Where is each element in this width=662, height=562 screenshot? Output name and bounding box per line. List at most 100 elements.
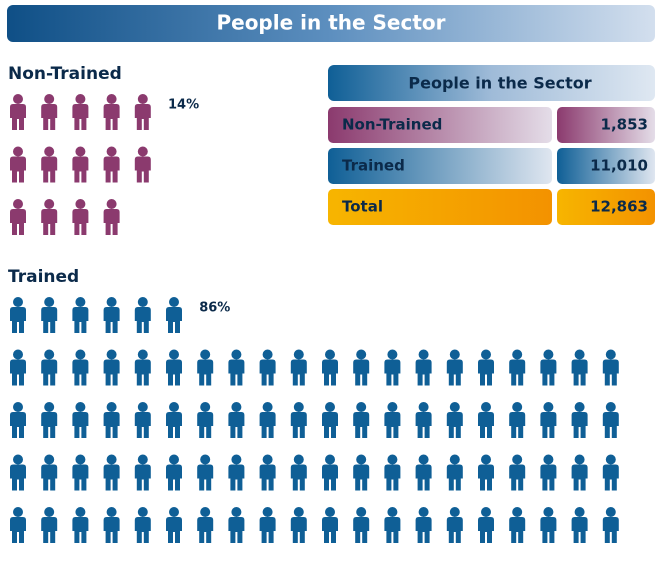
person-icon: [41, 94, 58, 130]
person-icon: [103, 146, 120, 183]
person-icon: [259, 349, 276, 386]
person-icon: [134, 349, 151, 386]
person-icon: [290, 349, 307, 386]
person-icon: [353, 507, 370, 543]
row-label: Total: [342, 198, 383, 216]
person-icon: [134, 402, 151, 438]
person-icon: [166, 402, 182, 438]
person-icon: [415, 507, 432, 543]
value-label: 14%: [168, 98, 199, 113]
person-icon: [41, 199, 58, 235]
person-icon: [446, 349, 463, 386]
person-icon: [353, 402, 370, 438]
row-label: Trained: [342, 157, 405, 175]
person-icon: [103, 454, 120, 491]
person-icon: [228, 454, 245, 491]
row-value-cell: [557, 189, 655, 225]
person-icon: [197, 507, 214, 543]
person-icon: [322, 507, 338, 543]
person-icon: [134, 94, 151, 130]
title-banner: [7, 5, 655, 42]
person-icon: [166, 349, 182, 386]
person-icon: [197, 349, 214, 386]
person-icon: [134, 146, 151, 183]
person-icon: [602, 507, 619, 543]
person-icon: [72, 199, 89, 235]
person-icon: [509, 349, 526, 386]
person-icon: [571, 402, 588, 438]
person-icon: [72, 146, 89, 183]
person-icon: [166, 297, 182, 333]
pictograms: Non-Trained 14% Trained 86%: [8, 64, 619, 543]
row-value: 11,010: [590, 157, 648, 175]
person-icon: [415, 349, 432, 386]
person-icon: [41, 454, 58, 491]
person-icon: [41, 297, 58, 333]
person-icon: [41, 349, 58, 386]
person-icon: [10, 146, 26, 183]
person-icon: [72, 507, 89, 543]
person-icon: [72, 94, 89, 130]
person-icon: [602, 454, 619, 491]
row-value: 1,853: [601, 116, 648, 134]
person-icon: [10, 402, 26, 438]
person-icon: [571, 507, 588, 543]
person-icon: [446, 402, 463, 438]
person-icon: [322, 454, 338, 491]
person-icon: [446, 507, 463, 543]
person-icon: [103, 297, 120, 333]
row-label-cell: [328, 148, 552, 184]
row-label-cell: [328, 107, 552, 143]
person-icon: [134, 507, 151, 543]
person-icon: [259, 454, 276, 491]
person-icon: [72, 349, 89, 386]
person-icon: [72, 297, 89, 333]
table-title: People in the Sector: [408, 74, 591, 93]
person-icon: [478, 454, 494, 491]
person-icon: [384, 507, 401, 543]
person-icon: [571, 454, 588, 491]
person-icon: [384, 454, 401, 491]
person-icon: [602, 349, 619, 386]
group-label: Trained: [8, 267, 79, 287]
person-icon: [478, 349, 494, 386]
person-icon: [134, 454, 151, 491]
person-icon: [353, 454, 370, 491]
row-value-cell: [557, 107, 655, 143]
person-icon: [166, 507, 182, 543]
person-icon: [197, 454, 214, 491]
person-icon: [509, 507, 526, 543]
person-icon: [166, 454, 182, 491]
person-icon: [41, 146, 58, 183]
person-icon: [228, 349, 245, 386]
person-icon: [540, 402, 557, 438]
row-value: 12,863: [590, 198, 648, 216]
person-icon: [290, 402, 307, 438]
person-icon: [228, 402, 245, 438]
person-icon: [10, 94, 26, 130]
person-icon: [540, 454, 557, 491]
chart-title: People in the Sector: [216, 11, 445, 35]
person-icon: [353, 349, 370, 386]
value-label: 86%: [199, 301, 230, 316]
person-icon: [134, 297, 151, 333]
person-icon: [415, 402, 432, 438]
row-label: Non-Trained: [342, 116, 442, 134]
person-icon: [103, 402, 120, 438]
person-icon: [103, 349, 120, 386]
person-icon: [478, 402, 494, 438]
person-icon: [259, 507, 276, 543]
person-icon: [103, 199, 120, 235]
person-icon: [10, 454, 26, 491]
person-icon: [41, 507, 58, 543]
group-label: Non-Trained: [8, 64, 122, 84]
person-icon: [384, 402, 401, 438]
person-icon: [72, 454, 89, 491]
table: Non-Trained 1,853 Trained 11,010 Total 12,863: [328, 107, 655, 225]
person-icon: [41, 402, 58, 438]
person-icon: [290, 507, 307, 543]
person-icon: [290, 454, 307, 491]
person-icon: [446, 454, 463, 491]
person-icon: [228, 507, 245, 543]
